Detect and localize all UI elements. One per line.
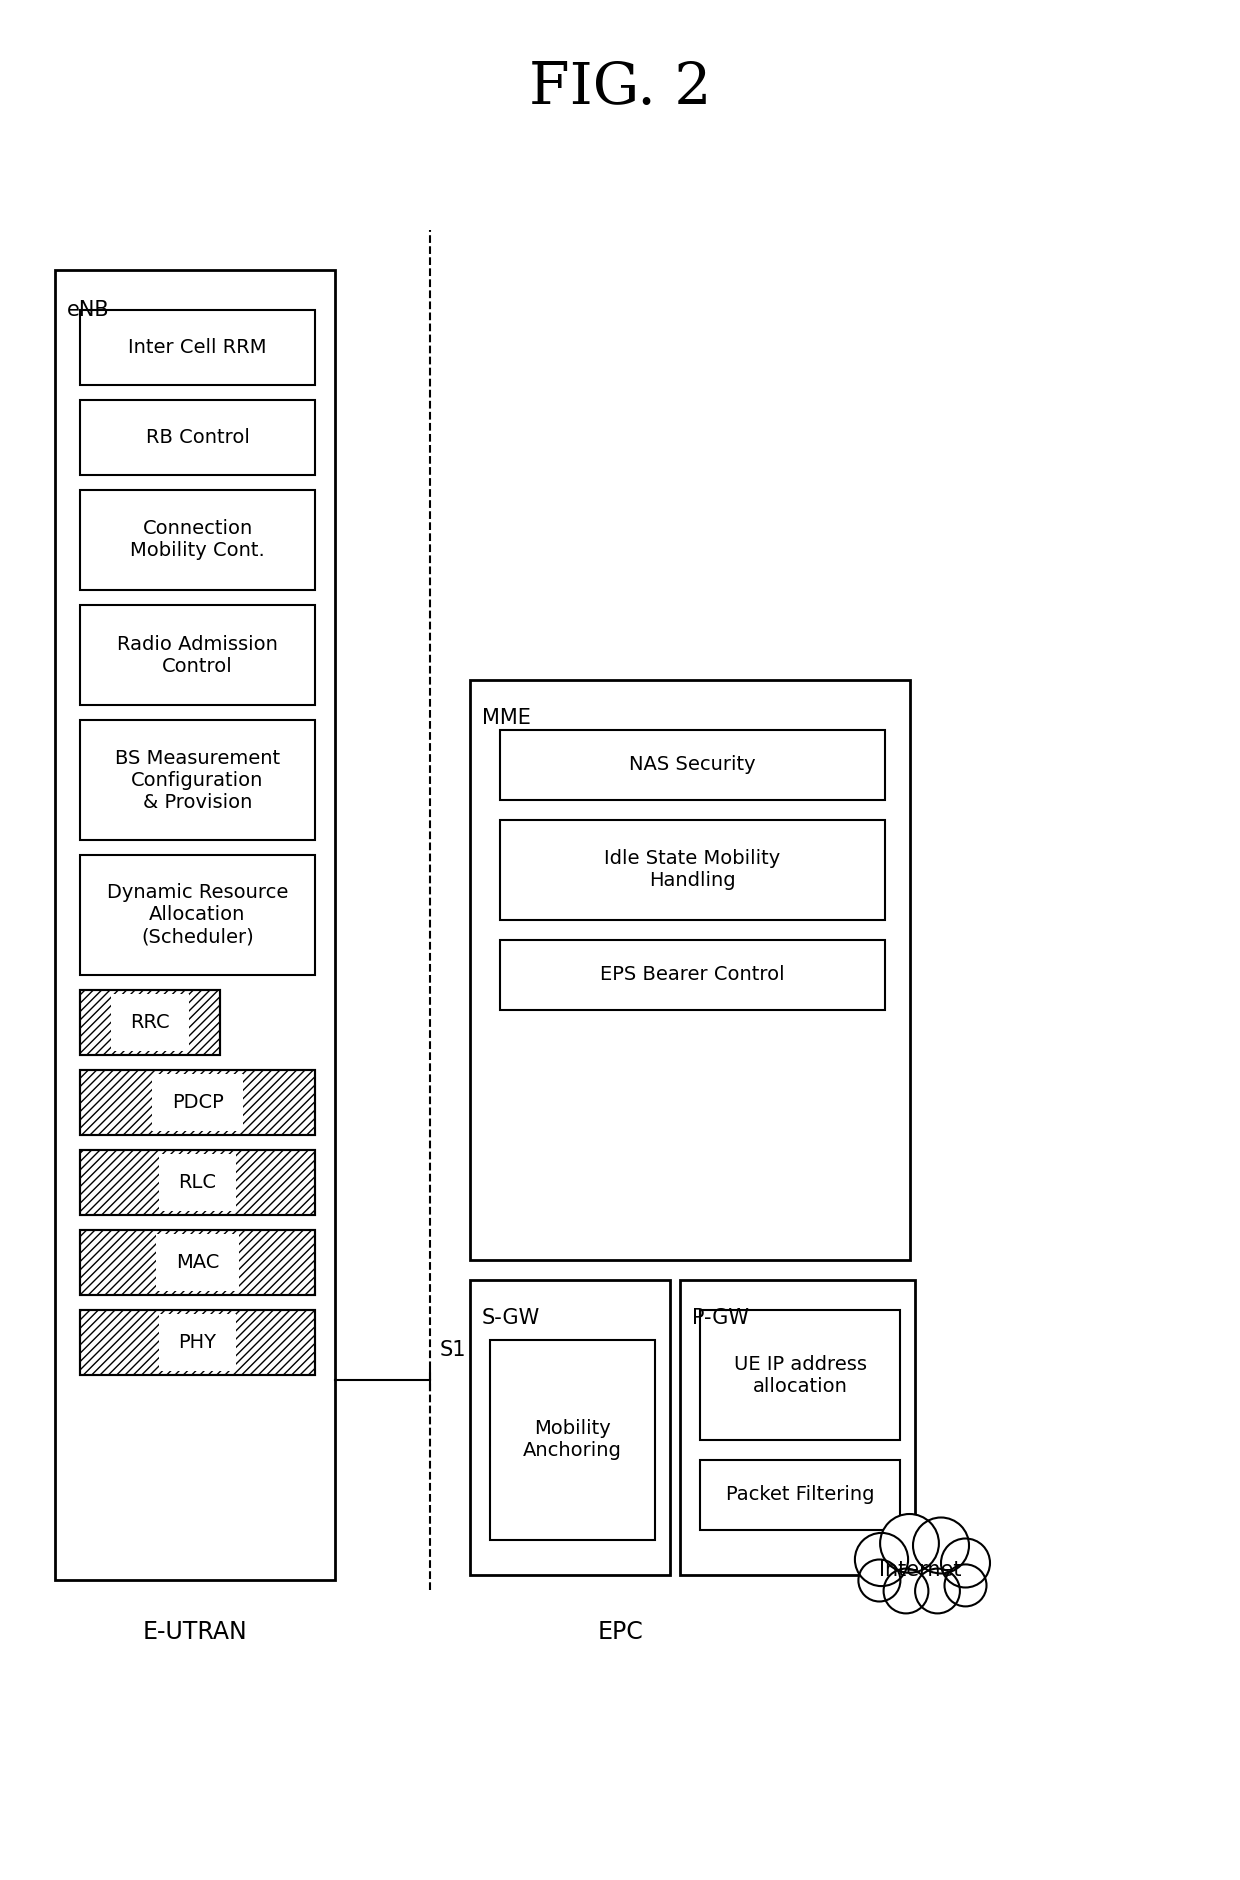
Circle shape	[915, 1568, 960, 1613]
Text: E-UTRAN: E-UTRAN	[143, 1621, 247, 1643]
Text: MAC: MAC	[176, 1252, 219, 1273]
Bar	[81, 991, 219, 1055]
Text: EPS Bearer Control: EPS Bearer Control	[600, 966, 785, 985]
Bar	[81, 1151, 315, 1214]
Text: PHY: PHY	[179, 1333, 217, 1352]
Bar	[81, 400, 315, 476]
Bar	[500, 820, 885, 919]
Text: UE IP address
allocation: UE IP address allocation	[734, 1354, 867, 1395]
Text: S1: S1	[440, 1340, 466, 1359]
Text: FIG. 2: FIG. 2	[528, 60, 712, 117]
Bar	[81, 1310, 315, 1374]
Bar	[701, 1310, 900, 1440]
Bar	[81, 1230, 315, 1295]
Bar	[470, 1280, 670, 1575]
Bar	[470, 681, 910, 1260]
Text: RB Control: RB Control	[145, 429, 249, 447]
Text: Packet Filtering: Packet Filtering	[725, 1485, 874, 1504]
Bar	[701, 1461, 900, 1530]
Text: Internet: Internet	[879, 1560, 961, 1579]
Bar	[81, 491, 315, 590]
Circle shape	[941, 1538, 990, 1587]
Bar	[500, 729, 885, 801]
Text: Connection
Mobility Cont.: Connection Mobility Cont.	[130, 519, 265, 560]
Bar	[490, 1340, 655, 1540]
Text: PDCP: PDCP	[171, 1092, 223, 1111]
Text: P-GW: P-GW	[692, 1308, 749, 1327]
Text: Idle State Mobility
Handling: Idle State Mobility Handling	[604, 850, 781, 891]
Circle shape	[854, 1532, 908, 1587]
Text: Mobility
Anchoring: Mobility Anchoring	[523, 1419, 622, 1461]
Text: eNB: eNB	[67, 301, 109, 320]
Text: Radio Admission
Control: Radio Admission Control	[117, 635, 278, 675]
Text: Inter Cell RRM: Inter Cell RRM	[128, 338, 267, 357]
Circle shape	[880, 1513, 939, 1574]
Bar	[81, 855, 315, 976]
Circle shape	[945, 1564, 987, 1606]
Bar	[81, 1070, 315, 1136]
Bar	[81, 605, 315, 705]
Bar	[81, 1070, 315, 1136]
Bar	[55, 271, 335, 1579]
Bar	[81, 310, 315, 385]
Bar	[81, 1151, 315, 1214]
Text: RLC: RLC	[179, 1173, 217, 1192]
Text: BS Measurement
Configuration
& Provision: BS Measurement Configuration & Provision	[115, 748, 280, 812]
Circle shape	[884, 1568, 929, 1613]
Text: MME: MME	[482, 709, 531, 728]
Bar	[500, 940, 885, 1010]
Text: S-GW: S-GW	[482, 1308, 541, 1327]
Text: NAS Security: NAS Security	[629, 756, 756, 775]
Circle shape	[858, 1560, 900, 1602]
Bar	[81, 720, 315, 840]
Text: EPC: EPC	[598, 1621, 642, 1643]
Bar	[81, 1310, 315, 1374]
Bar	[680, 1280, 915, 1575]
Bar	[81, 991, 219, 1055]
Bar	[81, 1230, 315, 1295]
Text: RRC: RRC	[130, 1013, 170, 1032]
Circle shape	[913, 1517, 968, 1574]
Text: Dynamic Resource
Allocation
(Scheduler): Dynamic Resource Allocation (Scheduler)	[107, 884, 288, 946]
